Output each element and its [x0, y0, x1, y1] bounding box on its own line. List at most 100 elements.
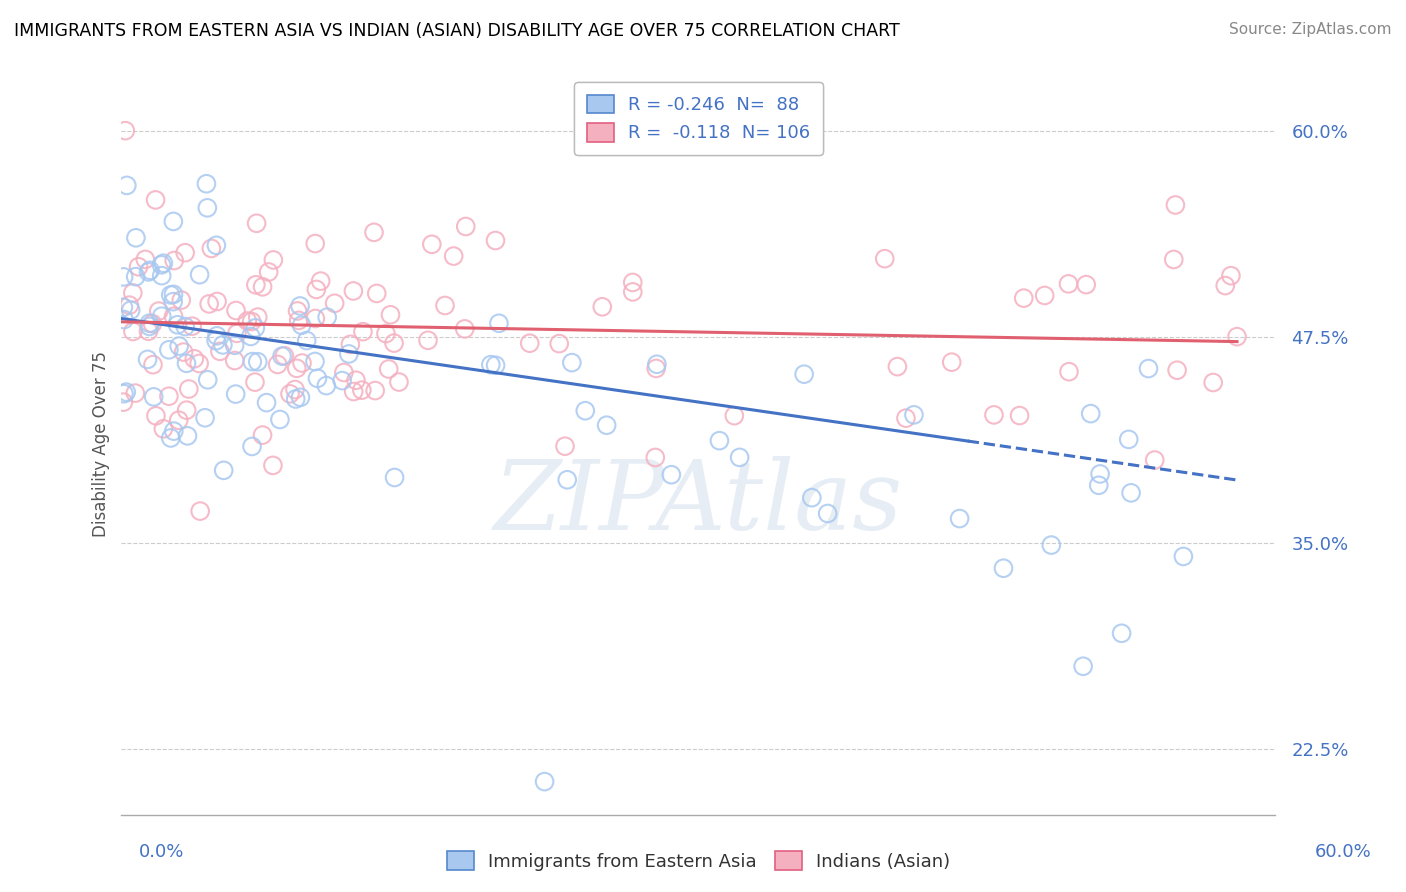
- Point: [176, 403, 198, 417]
- Point: [941, 355, 963, 369]
- Point: [533, 774, 555, 789]
- Point: [167, 413, 190, 427]
- Point: [145, 409, 167, 423]
- Point: [285, 361, 308, 376]
- Point: [138, 316, 160, 330]
- Point: [364, 384, 387, 398]
- Point: [246, 310, 269, 324]
- Point: [873, 252, 896, 266]
- Point: [170, 293, 193, 307]
- Point: [454, 322, 477, 336]
- Point: [150, 268, 173, 283]
- Point: [284, 383, 307, 397]
- Point: [183, 351, 205, 366]
- Point: [121, 285, 143, 300]
- Text: 60.0%: 60.0%: [1315, 843, 1371, 861]
- Point: [200, 242, 222, 256]
- Point: [188, 268, 211, 282]
- Point: [194, 410, 217, 425]
- Point: [150, 310, 173, 324]
- Point: [1040, 538, 1063, 552]
- Point: [894, 411, 917, 425]
- Point: [903, 408, 925, 422]
- Point: [1057, 277, 1080, 291]
- Point: [212, 463, 235, 477]
- Point: [225, 303, 247, 318]
- Point: [555, 473, 578, 487]
- Point: [236, 314, 259, 328]
- Point: [388, 375, 411, 389]
- Point: [337, 347, 360, 361]
- Point: [148, 304, 170, 318]
- Point: [122, 325, 145, 339]
- Point: [363, 225, 385, 239]
- Point: [366, 286, 388, 301]
- Point: [252, 428, 274, 442]
- Point: [188, 504, 211, 518]
- Point: [488, 316, 510, 330]
- Point: [246, 355, 269, 369]
- Point: [290, 390, 312, 404]
- Point: [1087, 478, 1109, 492]
- Point: [519, 336, 541, 351]
- Point: [886, 359, 908, 374]
- Point: [205, 294, 228, 309]
- Point: [159, 431, 181, 445]
- Point: [243, 375, 266, 389]
- Text: IMMIGRANTS FROM EASTERN ASIA VS INDIAN (ASIAN) DISABILITY AGE OVER 75 CORRELATIO: IMMIGRANTS FROM EASTERN ASIA VS INDIAN (…: [14, 22, 900, 40]
- Point: [315, 378, 337, 392]
- Point: [195, 201, 218, 215]
- Point: [1118, 433, 1140, 447]
- Point: [316, 310, 339, 325]
- Point: [115, 178, 138, 193]
- Point: [574, 403, 596, 417]
- Point: [288, 299, 311, 313]
- Point: [548, 336, 571, 351]
- Point: [114, 123, 136, 137]
- Point: [188, 356, 211, 370]
- Point: [142, 390, 165, 404]
- Point: [817, 507, 839, 521]
- Point: [115, 385, 138, 400]
- Point: [139, 263, 162, 277]
- Point: [226, 326, 249, 341]
- Point: [1173, 549, 1195, 564]
- Point: [352, 325, 374, 339]
- Point: [330, 374, 353, 388]
- Point: [1088, 467, 1111, 481]
- Point: [993, 561, 1015, 575]
- Point: [305, 282, 328, 296]
- Point: [645, 357, 668, 371]
- Point: [621, 285, 644, 299]
- Point: [225, 387, 247, 401]
- Point: [1163, 252, 1185, 267]
- Point: [195, 177, 218, 191]
- Point: [181, 319, 204, 334]
- Point: [344, 373, 367, 387]
- Point: [304, 311, 326, 326]
- Text: Source: ZipAtlas.com: Source: ZipAtlas.com: [1229, 22, 1392, 37]
- Point: [659, 467, 682, 482]
- Legend: R = -0.246  N=  88, R =  -0.118  N= 106: R = -0.246 N= 88, R = -0.118 N= 106: [574, 82, 823, 155]
- Point: [174, 319, 197, 334]
- Point: [1137, 361, 1160, 376]
- Point: [343, 384, 366, 399]
- Point: [256, 395, 278, 409]
- Point: [266, 358, 288, 372]
- Point: [1071, 659, 1094, 673]
- Point: [1226, 329, 1249, 343]
- Point: [162, 294, 184, 309]
- Point: [112, 269, 135, 284]
- Point: [333, 366, 356, 380]
- Point: [198, 297, 221, 311]
- Point: [257, 265, 280, 279]
- Point: [224, 338, 246, 352]
- Point: [800, 491, 823, 505]
- Point: [138, 324, 160, 338]
- Point: [454, 219, 477, 234]
- Point: [245, 321, 267, 335]
- Point: [157, 389, 180, 403]
- Point: [342, 284, 364, 298]
- Point: [245, 277, 267, 292]
- Point: [246, 216, 269, 230]
